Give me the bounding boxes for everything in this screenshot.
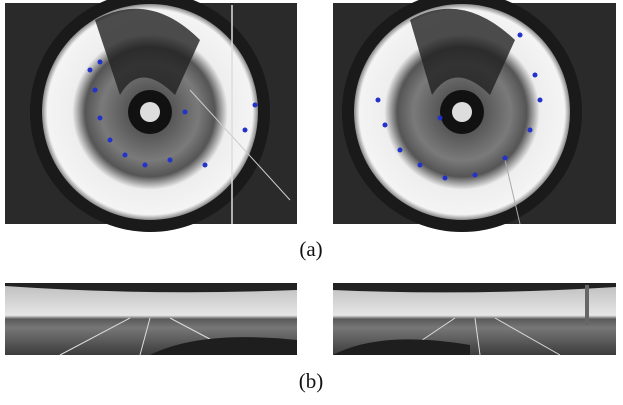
omni-image-left: [5, 0, 297, 232]
page: (a) (b) (() => { const data = JSON.parse…: [0, 0, 623, 400]
panorama-left: [5, 283, 297, 355]
omni-image-right: [333, 0, 616, 232]
caption-b: (b): [299, 369, 324, 393]
panorama-right: [333, 283, 616, 355]
caption-a: (a): [299, 237, 322, 261]
figure: (a) (b): [0, 0, 623, 400]
